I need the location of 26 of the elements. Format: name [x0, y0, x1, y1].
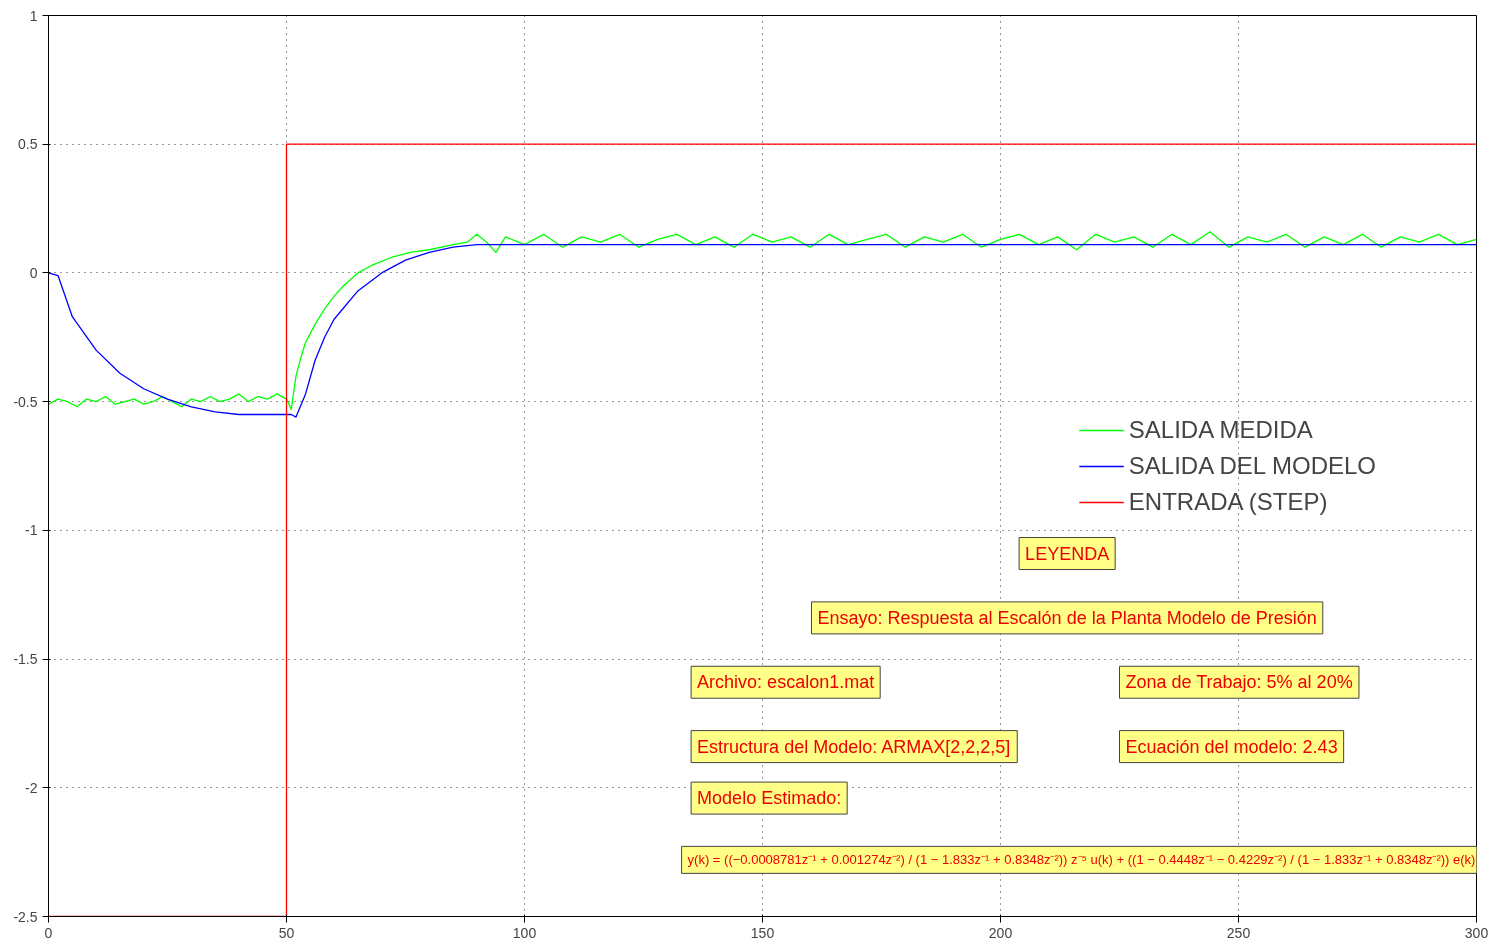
y-tick-label: -0.5: [13, 393, 38, 410]
y-tick-label: 0.5: [18, 136, 38, 153]
legend-label: SALIDA DEL MODELO: [1128, 451, 1376, 480]
x-tick-label: 150: [750, 924, 775, 941]
x-tick-label: 200: [988, 924, 1013, 941]
y-tick-label: -2.5: [13, 908, 38, 925]
annotation: y(k) = ((−0.0008781z⁻¹ + 0.001274z⁻²) / (1 − 1.833z⁻¹ + 0.8348z⁻²)) z⁻⁵ u(k) + ((1 − 0.4448z⁻¹ − 0.4229z⁻²) / (1 − 1.833z⁻¹ + 0.8348z⁻²)) e(k): [687, 852, 1476, 868]
annotation: Zona de Trabajo: 5% al 20%: [1125, 672, 1353, 693]
x-tick-label: 0: [44, 924, 53, 941]
annotation: Estructura del Modelo: ARMAX[2,2,2,5]: [697, 736, 1011, 757]
y-tick-label: 0: [29, 264, 38, 281]
annotation: Ecuación del modelo: 2.43: [1125, 736, 1338, 757]
annotation: Ensayo: Respuesta al Escalón de la Planta Modelo de Presión: [817, 607, 1317, 628]
y-tick-label: 1: [29, 7, 38, 24]
x-tick-label: 250: [1226, 924, 1251, 941]
legend-label: SALIDA MEDIDA: [1128, 415, 1313, 444]
annotation: LEYENDA: [1025, 543, 1110, 564]
annotation: Modelo Estimado:: [697, 788, 842, 809]
y-tick-label: -1.5: [13, 651, 38, 668]
annotation: Archivo: escalon1.mat: [697, 672, 875, 693]
x-tick-label: 300: [1464, 924, 1489, 941]
y-tick-label: -2: [25, 779, 38, 796]
legend-label: ENTRADA (STEP): [1128, 487, 1328, 516]
x-tick-label: 50: [278, 924, 295, 941]
y-tick-label: -1: [25, 522, 38, 539]
x-tick-label: 100: [512, 924, 537, 941]
